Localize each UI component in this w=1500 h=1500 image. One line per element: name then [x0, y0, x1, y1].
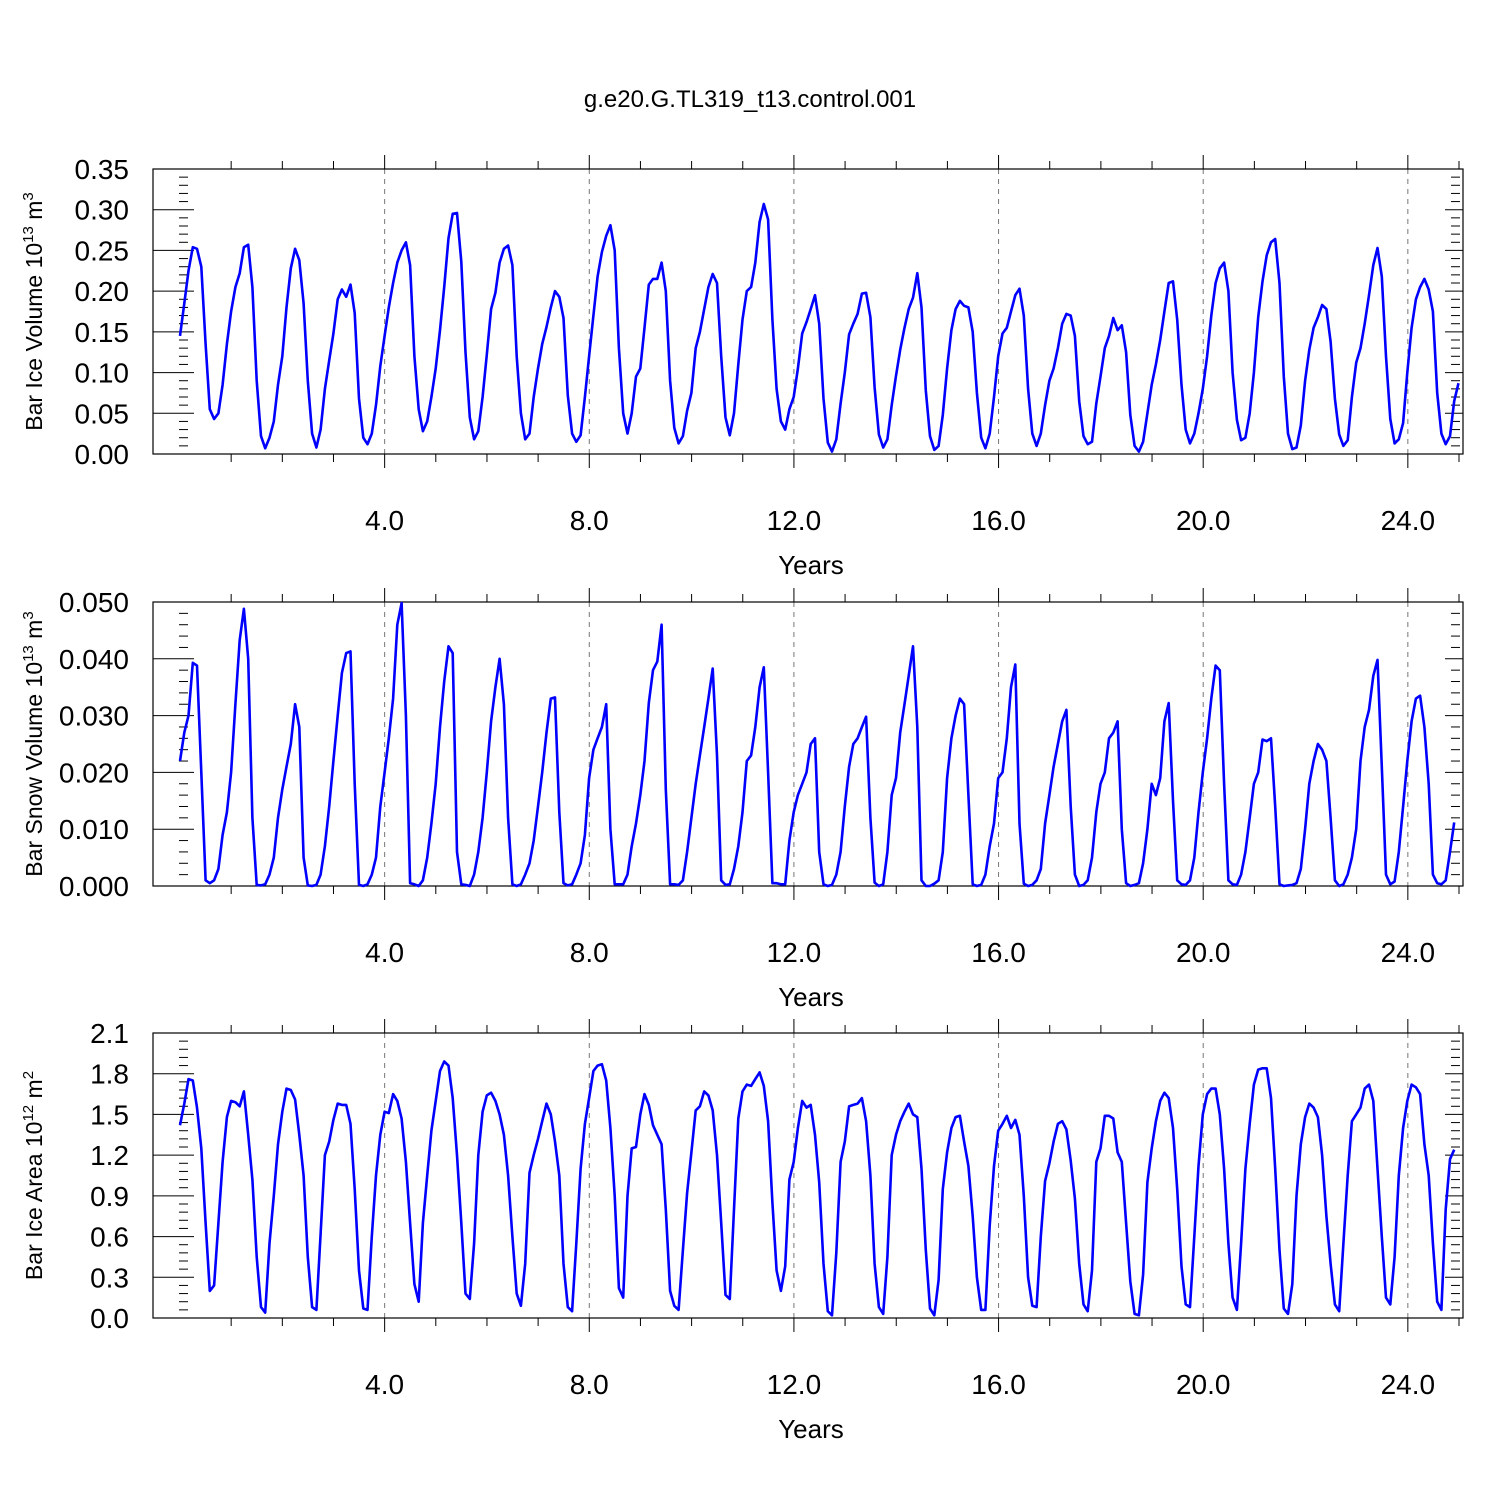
y-tick-label: 0.00 — [75, 439, 130, 470]
x-tick-label: 24.0 — [1381, 1369, 1436, 1400]
x-tick-label: 20.0 — [1176, 937, 1231, 968]
y-tick-label: 0.9 — [90, 1181, 129, 1212]
y-tick-label: 1.8 — [90, 1059, 129, 1090]
x-tick-label: 16.0 — [971, 505, 1026, 536]
y-tick-label: 0.040 — [59, 644, 129, 675]
x-tick-label: 4.0 — [365, 505, 404, 536]
x-tick-label: 8.0 — [570, 937, 609, 968]
y-tick-label: 0.10 — [75, 358, 130, 389]
y-axis-label: Bar Ice Area 1012 m2 — [20, 1071, 47, 1280]
series-line — [178, 202, 1460, 453]
y-tick-label: 0.25 — [75, 235, 130, 266]
plot-frame — [152, 168, 1464, 455]
y-tick-label: 0.15 — [75, 317, 130, 348]
panel-snow-volume: 0.000 0.010 0.020 0.030 0.040 0.050 4.0 8.0 12.0… — [20, 587, 1464, 1012]
x-axis-label: Years — [778, 550, 844, 580]
y-tick-label: 1.5 — [90, 1099, 129, 1130]
y-tick-label: 0.030 — [59, 701, 129, 732]
x-tick-label: 8.0 — [570, 505, 609, 536]
figure-title: g.e20.G.TL319_t13.control.001 — [584, 86, 916, 113]
x-axis-label: Years — [778, 1414, 844, 1444]
y-tick-label: 0.010 — [59, 814, 129, 845]
x-tick-label: 20.0 — [1176, 1369, 1231, 1400]
x-tick-label: 4.0 — [365, 1369, 404, 1400]
plot-frame — [152, 1032, 1464, 1319]
y-tick-label: 0.6 — [90, 1222, 129, 1253]
x-tick-label: 12.0 — [767, 1369, 822, 1400]
x-axis-label: Years — [778, 982, 844, 1012]
x-tick-label: 4.0 — [365, 937, 404, 968]
y-axis-label: Bar Snow Volume 1013 m3 — [20, 611, 47, 876]
y-tick-label: 0.3 — [90, 1262, 129, 1293]
y-tick-label: 0.050 — [59, 587, 129, 618]
y-tick-label: 0.020 — [59, 757, 129, 788]
y-tick-label: 1.2 — [90, 1140, 129, 1171]
x-tick-label: 16.0 — [971, 937, 1026, 968]
y-tick-label: 0.0 — [90, 1303, 129, 1334]
y-tick-label: 0.20 — [75, 276, 130, 307]
y-tick-label: 2.1 — [90, 1018, 129, 1049]
y-tick-label: 0.000 — [59, 871, 129, 902]
x-tick-label: 8.0 — [570, 1369, 609, 1400]
series-line — [178, 1060, 1456, 1317]
x-tick-label: 16.0 — [971, 1369, 1026, 1400]
x-tick-label: 12.0 — [767, 505, 822, 536]
y-tick-label: 0.05 — [75, 398, 130, 429]
panel-ice-volume: 0.00 0.05 0.10 0.15 0.20 0.25 0.30 0.35 4.0 8.0 12… — [20, 154, 1464, 580]
x-tick-label: 24.0 — [1381, 937, 1436, 968]
series-line — [178, 601, 1456, 888]
y-axis-label: Bar Ice Volume 1013 m3 — [20, 192, 47, 431]
x-tick-label: 12.0 — [767, 937, 822, 968]
y-tick-label: 0.30 — [75, 195, 130, 226]
y-tick-label: 0.35 — [75, 154, 130, 185]
panel-ice-area: 0.0 0.3 0.6 0.9 1.2 1.5 1.8 2.1 4.0 8.0 12.0 16.0 20… — [20, 1018, 1464, 1444]
x-tick-label: 24.0 — [1381, 505, 1436, 536]
plot-frame — [152, 601, 1464, 887]
x-tick-label: 20.0 — [1176, 505, 1231, 536]
